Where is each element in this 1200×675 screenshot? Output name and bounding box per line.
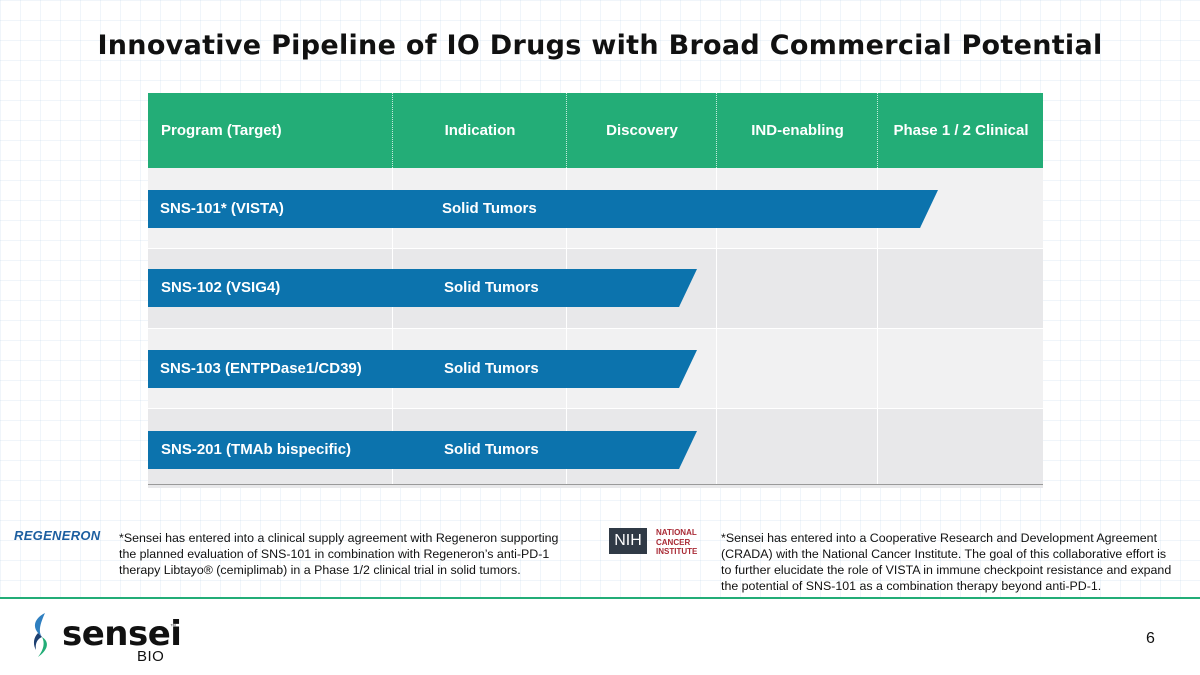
regeneron-logo: REGENERON — [14, 528, 101, 543]
nci-footnote: *Sensei has entered into a Cooperative R… — [721, 531, 1172, 593]
brand-sub: BIO — [137, 648, 165, 665]
header-indication: Indication — [392, 93, 567, 168]
table-bottom-rule — [148, 484, 1043, 485]
slide-title: Innovative Pipeline of IO Drugs with Bro… — [97, 30, 1103, 61]
page-number: 6 — [1146, 630, 1155, 647]
column-divider — [716, 168, 717, 485]
column-divider — [566, 168, 567, 485]
pipeline-table: Program (Target) Indication Discovery IN… — [148, 93, 1043, 488]
regeneron-footnote: *Sensei has entered into a clinical supp… — [119, 531, 559, 577]
program-indication: Solid Tumors — [444, 279, 539, 296]
column-divider — [877, 168, 878, 485]
row-divider — [148, 408, 1043, 409]
program-name: SNS-101* (VISTA) — [160, 200, 284, 217]
program-indication: Solid Tumors — [444, 360, 539, 377]
pipeline-bar-sns-201: SNS-201 (TMAb bispecific) Solid Tumors — [148, 431, 697, 469]
footer — [0, 599, 1200, 675]
brand-name: sensei — [62, 614, 182, 654]
program-indication: Solid Tumors — [444, 441, 539, 458]
pipeline-bar-sns-102: SNS-102 (VSIG4) Solid Tumors — [148, 269, 697, 307]
header-discovery: Discovery — [566, 93, 717, 168]
nci-logo: NATIONAL CANCER INSTITUTE — [656, 528, 697, 557]
footer-divider — [0, 597, 1200, 599]
nih-logo: NIH — [609, 528, 647, 554]
nci-logo-line: INSTITUTE — [656, 547, 698, 556]
nci-logo-line: CANCER — [656, 537, 691, 547]
header-program: Program (Target) — [161, 122, 282, 139]
pipeline-bar-sns-101: SNS-101* (VISTA) Solid Tumors — [148, 190, 938, 228]
program-name: SNS-102 (VSIG4) — [161, 279, 281, 296]
column-divider — [392, 168, 393, 485]
header-phase-1-2: Phase 1 / 2 Clinical — [877, 93, 1044, 168]
row-divider — [148, 248, 1043, 249]
brand-trademark: ™ — [170, 624, 176, 630]
nci-logo-line: NATIONAL — [656, 528, 697, 537]
table-header: Program (Target) Indication Discovery IN… — [148, 93, 1043, 168]
header-ind-enabling: IND-enabling — [716, 93, 878, 168]
pipeline-bar-sns-103: SNS-103 (ENTPDase1/CD39) Solid Tumors — [148, 350, 697, 388]
row-divider — [148, 328, 1043, 329]
sensei-leaf-icon — [33, 613, 47, 657]
program-name: SNS-201 (TMAb bispecific) — [161, 441, 352, 458]
program-name: SNS-103 (ENTPDase1/CD39) — [160, 360, 362, 377]
program-indication: Solid Tumors — [442, 200, 537, 217]
